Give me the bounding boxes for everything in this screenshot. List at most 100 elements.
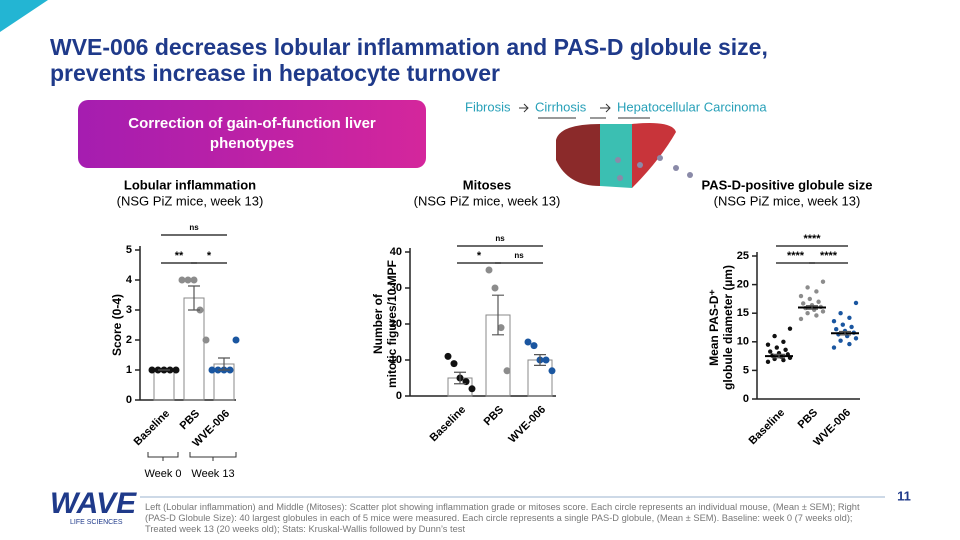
bar	[153, 369, 175, 401]
chart-subtitle: (NSG PiZ mice, week 13)	[714, 193, 861, 208]
data-point	[814, 289, 819, 294]
data-point	[184, 276, 192, 284]
x-tick-label: Baseline	[428, 404, 468, 444]
data-point	[787, 326, 793, 331]
corner-accent	[0, 0, 48, 32]
error-bar	[534, 354, 546, 366]
stage-label: Cirrhosis	[535, 99, 587, 114]
week-label: Week 0	[144, 468, 181, 480]
x-tick-label: PBS	[796, 407, 820, 431]
callout: Correction of gain-of-function liver phe…	[78, 100, 426, 168]
y-tick-label: 0	[743, 393, 749, 405]
significance-label: *	[207, 250, 212, 262]
y-tick-label: 25	[737, 250, 749, 262]
data-point	[838, 338, 843, 343]
y-tick-label: 30	[390, 282, 402, 294]
data-point	[190, 276, 198, 284]
data-point	[853, 300, 859, 306]
data-point	[820, 309, 826, 314]
x-tick-label: WVE-006	[506, 404, 548, 446]
stage-label: Fibrosis	[465, 99, 511, 114]
y-tick-label: 4	[126, 274, 133, 286]
chart-title: PAS-D-positive globule size	[702, 177, 873, 192]
significance-label: ****	[803, 233, 821, 245]
x-tick-label: Baseline	[132, 408, 172, 448]
y-tick-label: 15	[737, 307, 749, 319]
y-tick-label: 10	[737, 336, 749, 348]
data-point	[178, 276, 186, 284]
liver-illustration	[538, 117, 693, 188]
y-tick-label: 10	[390, 354, 402, 366]
data-point	[503, 367, 511, 375]
data-point	[781, 339, 786, 344]
logo-tagline: LIFE SCIENCES	[70, 519, 123, 526]
data-point	[765, 342, 771, 347]
y-tick-label: 0	[396, 390, 402, 402]
y-tick-label: 1	[126, 364, 132, 376]
brace	[189, 452, 237, 461]
brace	[147, 452, 179, 461]
chart-title: Lobular inflammation	[124, 177, 256, 192]
y-tick-label: 5	[743, 364, 749, 376]
data-point	[774, 345, 779, 350]
y-tick-label: 20	[737, 279, 749, 291]
data-point	[840, 322, 845, 327]
y-tick-label: 3	[126, 304, 132, 316]
data-point	[530, 342, 538, 350]
data-point	[807, 296, 812, 302]
significance-label: **	[175, 250, 184, 262]
data-point	[485, 266, 493, 274]
x-tick-label: PBS	[178, 408, 202, 432]
slide-title: WVE-006 decreases lobular inflammation a…	[50, 34, 768, 86]
chart: Lobular inflammation(NSG PiZ mice, week …	[110, 177, 263, 449]
error-bar	[492, 294, 504, 336]
data-point	[450, 360, 458, 368]
data-point	[798, 316, 804, 322]
data-point	[232, 336, 240, 344]
data-point	[491, 284, 499, 292]
data-point	[831, 345, 837, 350]
arrow	[600, 103, 611, 113]
error-bar	[188, 285, 200, 311]
y-tick-label: 5	[126, 244, 132, 256]
stage-label: Hepatocellular Carcinoma	[617, 99, 767, 114]
chart-title: Mitoses	[463, 177, 511, 192]
error-bar	[806, 305, 818, 310]
data-point	[497, 324, 505, 332]
data-point	[768, 349, 773, 354]
data-point	[548, 367, 556, 375]
data-point	[834, 327, 839, 332]
data-point	[524, 338, 532, 346]
y-axis-label: Score (0-4)	[110, 294, 124, 356]
error-bar	[454, 371, 466, 385]
data-point	[847, 341, 852, 347]
data-point	[838, 311, 843, 316]
x-tick-label: PBS	[482, 404, 506, 428]
error-bar	[773, 353, 785, 359]
chart-subtitle: (NSG PiZ mice, week 13)	[414, 193, 561, 208]
data-point	[801, 301, 806, 306]
data-point	[853, 336, 859, 341]
data-point	[805, 311, 810, 316]
error-bar	[218, 357, 230, 371]
footnote: Left (Lobular inflammation) and Middle (…	[145, 502, 860, 534]
significance-label: ****	[820, 250, 838, 262]
data-point	[444, 352, 452, 360]
data-point	[468, 385, 476, 393]
data-point	[202, 336, 210, 344]
data-point	[772, 333, 777, 339]
data-point	[805, 285, 810, 290]
y-tick-label: 2	[126, 334, 132, 346]
chart: Mitoses(NSG PiZ mice, week 13) Number of m…	[371, 177, 560, 445]
data-point	[148, 366, 156, 374]
y-axis-label: globule diameter (µm)	[721, 265, 735, 390]
data-point	[831, 319, 837, 324]
page-number: 11	[897, 488, 911, 503]
data-point	[542, 356, 550, 364]
data-point	[816, 299, 821, 304]
y-axis-label: mitotic figures/10 MPF	[385, 260, 399, 388]
significance-label: ns	[189, 223, 199, 232]
data-point	[814, 313, 819, 318]
